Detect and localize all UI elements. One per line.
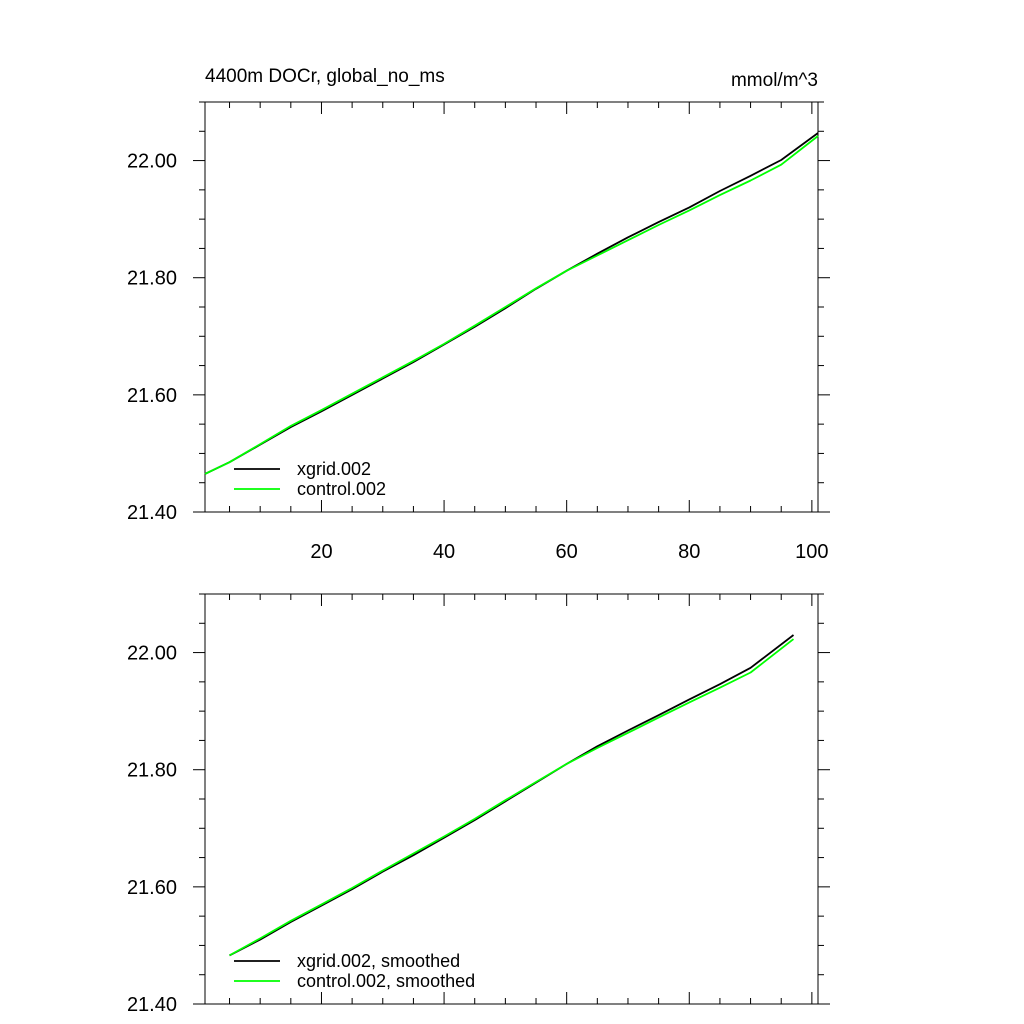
y-tick-label: 21.40: [127, 994, 177, 1016]
x-tick-label: 40: [433, 541, 455, 563]
legend-label: control.002: [297, 479, 386, 499]
top-panel: 20 40 60 80 100 21.40 21.60 21.80 22.00 4400m DOC…: [127, 66, 830, 563]
chart-title: 4400m DOCr, global_no_ms: [205, 66, 445, 87]
x-tick-label: 20: [310, 541, 332, 563]
x-tick-label: 100: [795, 541, 828, 563]
y-tick-label: 22.00: [127, 643, 177, 665]
y-tick-label: 21.80: [127, 268, 177, 290]
plot-frame: [204, 101, 819, 513]
series-line-xgrid: [229, 634, 795, 957]
legend-label: xgrid.002, smoothed: [297, 951, 460, 971]
y-tick-label: 21.80: [127, 760, 177, 782]
y-tick-label: 22.00: [127, 151, 177, 173]
x-tick-label: 80: [678, 541, 700, 563]
unit-label: mmol/m^3: [731, 70, 818, 91]
series-line-control: [204, 135, 819, 475]
series-line-control: [229, 638, 795, 957]
bottom-panel: 21.40 21.60 21.80 22.00 xgrid.002, smoothedc…: [127, 593, 830, 1016]
y-tick-label: 21.40: [127, 502, 177, 524]
plot-frame: [204, 593, 819, 1005]
y-tick-label: 21.60: [127, 877, 177, 899]
y-tick-label: 21.60: [127, 385, 177, 407]
x-tick-label: 60: [556, 541, 578, 563]
series-line-xgrid: [204, 132, 819, 475]
legend-label: xgrid.002: [297, 459, 371, 479]
legend-label: control.002, smoothed: [297, 971, 475, 991]
